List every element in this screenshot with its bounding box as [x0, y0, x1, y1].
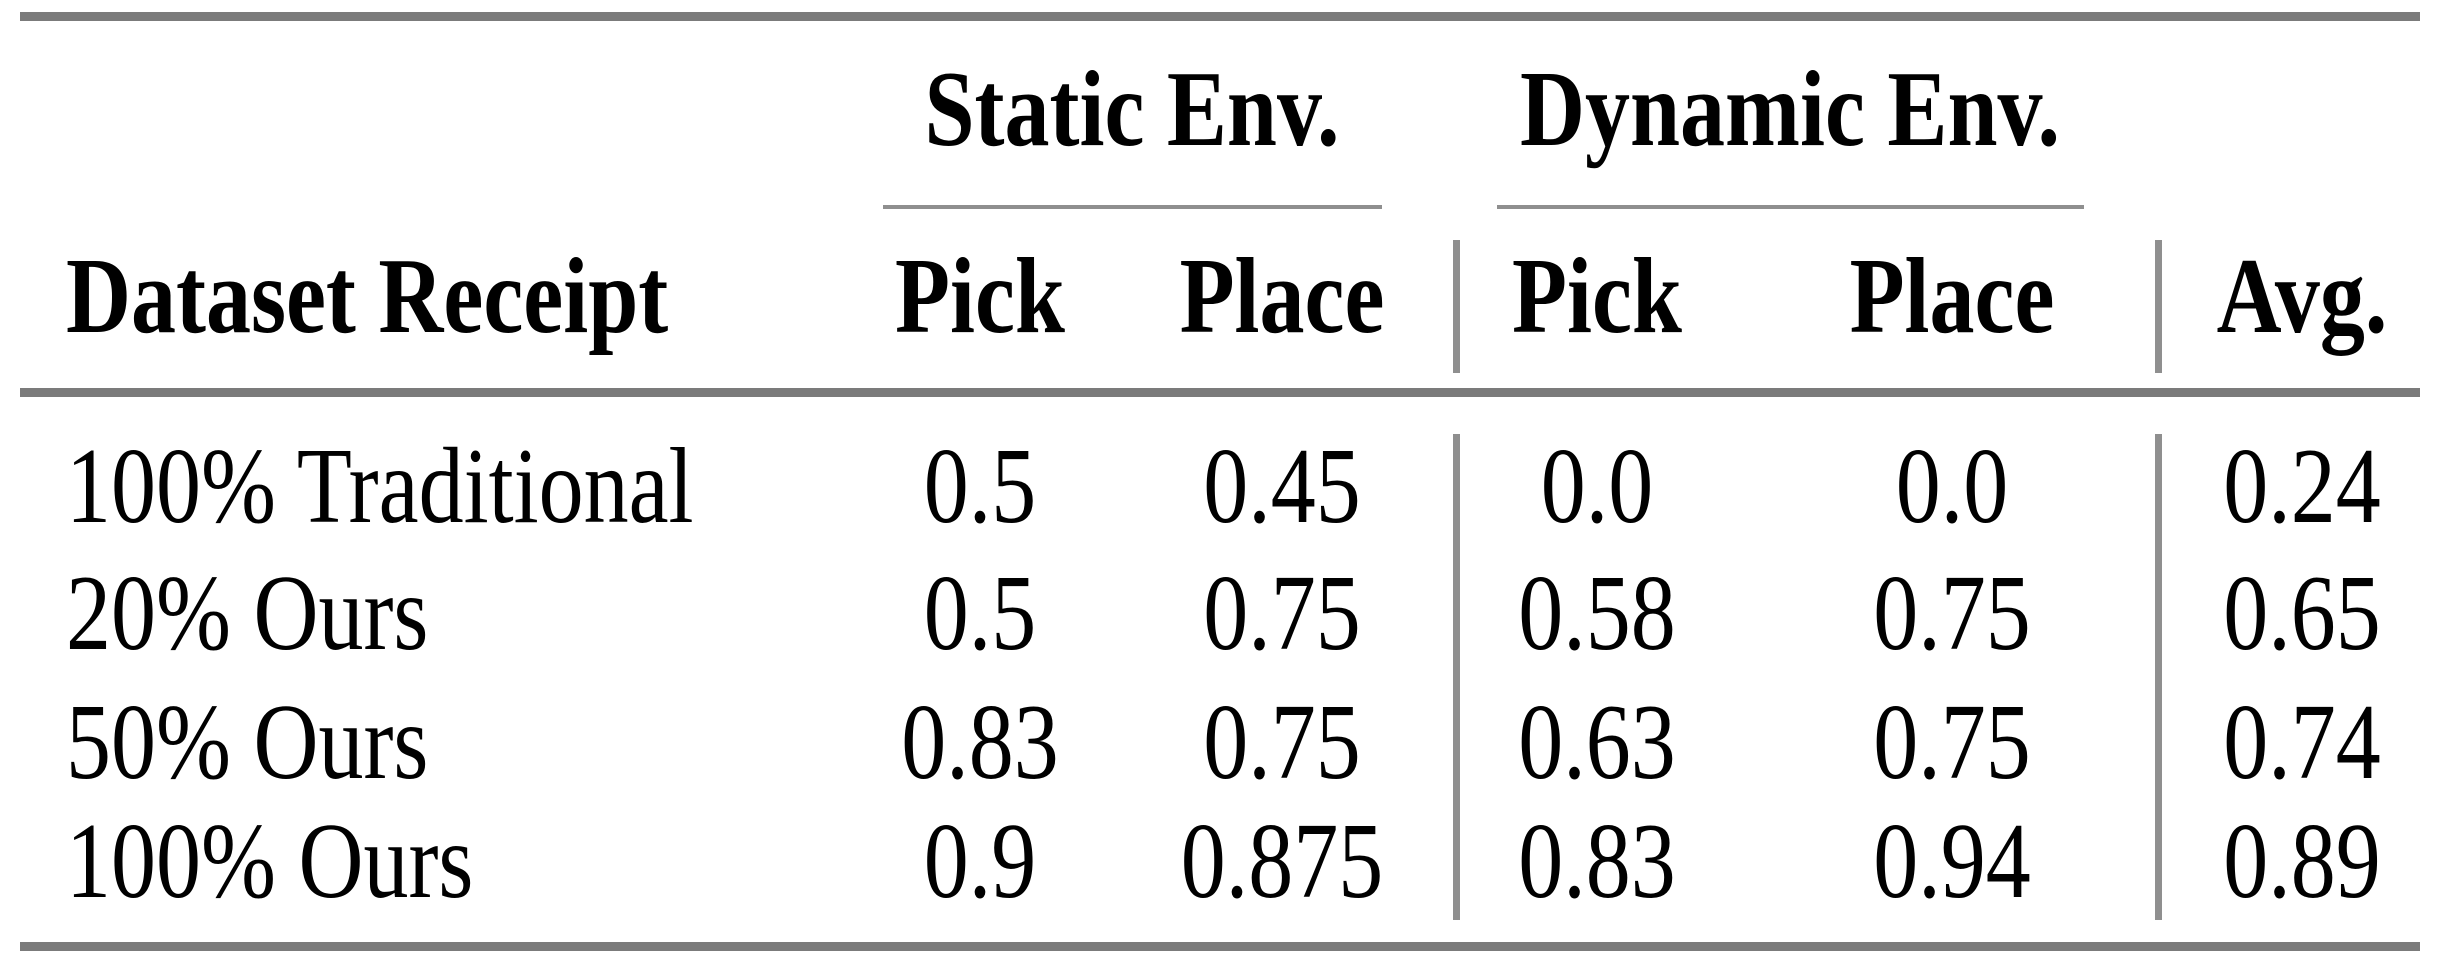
column-header-dynamic-place: Place: [1849, 237, 2055, 356]
vertical-separator-1-body: [1453, 434, 1460, 920]
cell-dynamic-pick: 0.63: [1518, 683, 1676, 802]
header-bottom-rule: [20, 388, 2420, 397]
cell-static-place: 0.75: [1203, 554, 1361, 673]
bottom-rule: [20, 942, 2420, 951]
column-group-static: Static Env.: [924, 49, 1340, 169]
column-header-dataset: Dataset Receipt: [66, 237, 669, 356]
cell-static-pick: 0.5: [923, 427, 1037, 546]
column-header-dynamic-pick: Pick: [1512, 237, 1682, 356]
dynamic-group-underline: [1497, 205, 2084, 209]
top-rule: [20, 12, 2420, 21]
cell-static-place: 0.875: [1180, 802, 1384, 921]
column-header-avg: Avg.: [2216, 237, 2388, 356]
cell-dynamic-pick: 0.0: [1540, 427, 1654, 546]
row-label: 100% Ours: [66, 802, 474, 921]
cell-dynamic-pick: 0.83: [1518, 802, 1676, 921]
cell-static-pick: 0.9: [923, 802, 1037, 921]
cell-avg: 0.89: [2223, 802, 2381, 921]
cell-static-pick: 0.83: [901, 683, 1059, 802]
cell-dynamic-place: 0.94: [1873, 802, 2031, 921]
column-header-static-pick: Pick: [895, 237, 1065, 356]
cell-avg: 0.65: [2223, 554, 2381, 673]
cell-static-place: 0.45: [1203, 427, 1361, 546]
cell-avg: 0.74: [2223, 683, 2381, 802]
vertical-separator-1-header: [1453, 240, 1460, 373]
static-group-underline: [883, 205, 1382, 209]
row-label: 100% Traditional: [66, 427, 694, 546]
column-header-static-place: Place: [1179, 237, 1385, 356]
cell-avg: 0.24: [2223, 427, 2381, 546]
cell-dynamic-pick: 0.58: [1518, 554, 1676, 673]
row-label: 50% Ours: [66, 683, 429, 802]
row-label: 20% Ours: [66, 554, 429, 673]
vertical-separator-2-body: [2155, 434, 2162, 920]
cell-static-place: 0.75: [1203, 683, 1361, 802]
cell-dynamic-place: 0.75: [1873, 554, 2031, 673]
vertical-separator-2-header: [2155, 240, 2162, 373]
cell-dynamic-place: 0.0: [1895, 427, 2009, 546]
column-group-dynamic: Dynamic Env.: [1519, 49, 2061, 169]
cell-static-pick: 0.5: [923, 554, 1037, 673]
cell-dynamic-place: 0.75: [1873, 683, 2031, 802]
